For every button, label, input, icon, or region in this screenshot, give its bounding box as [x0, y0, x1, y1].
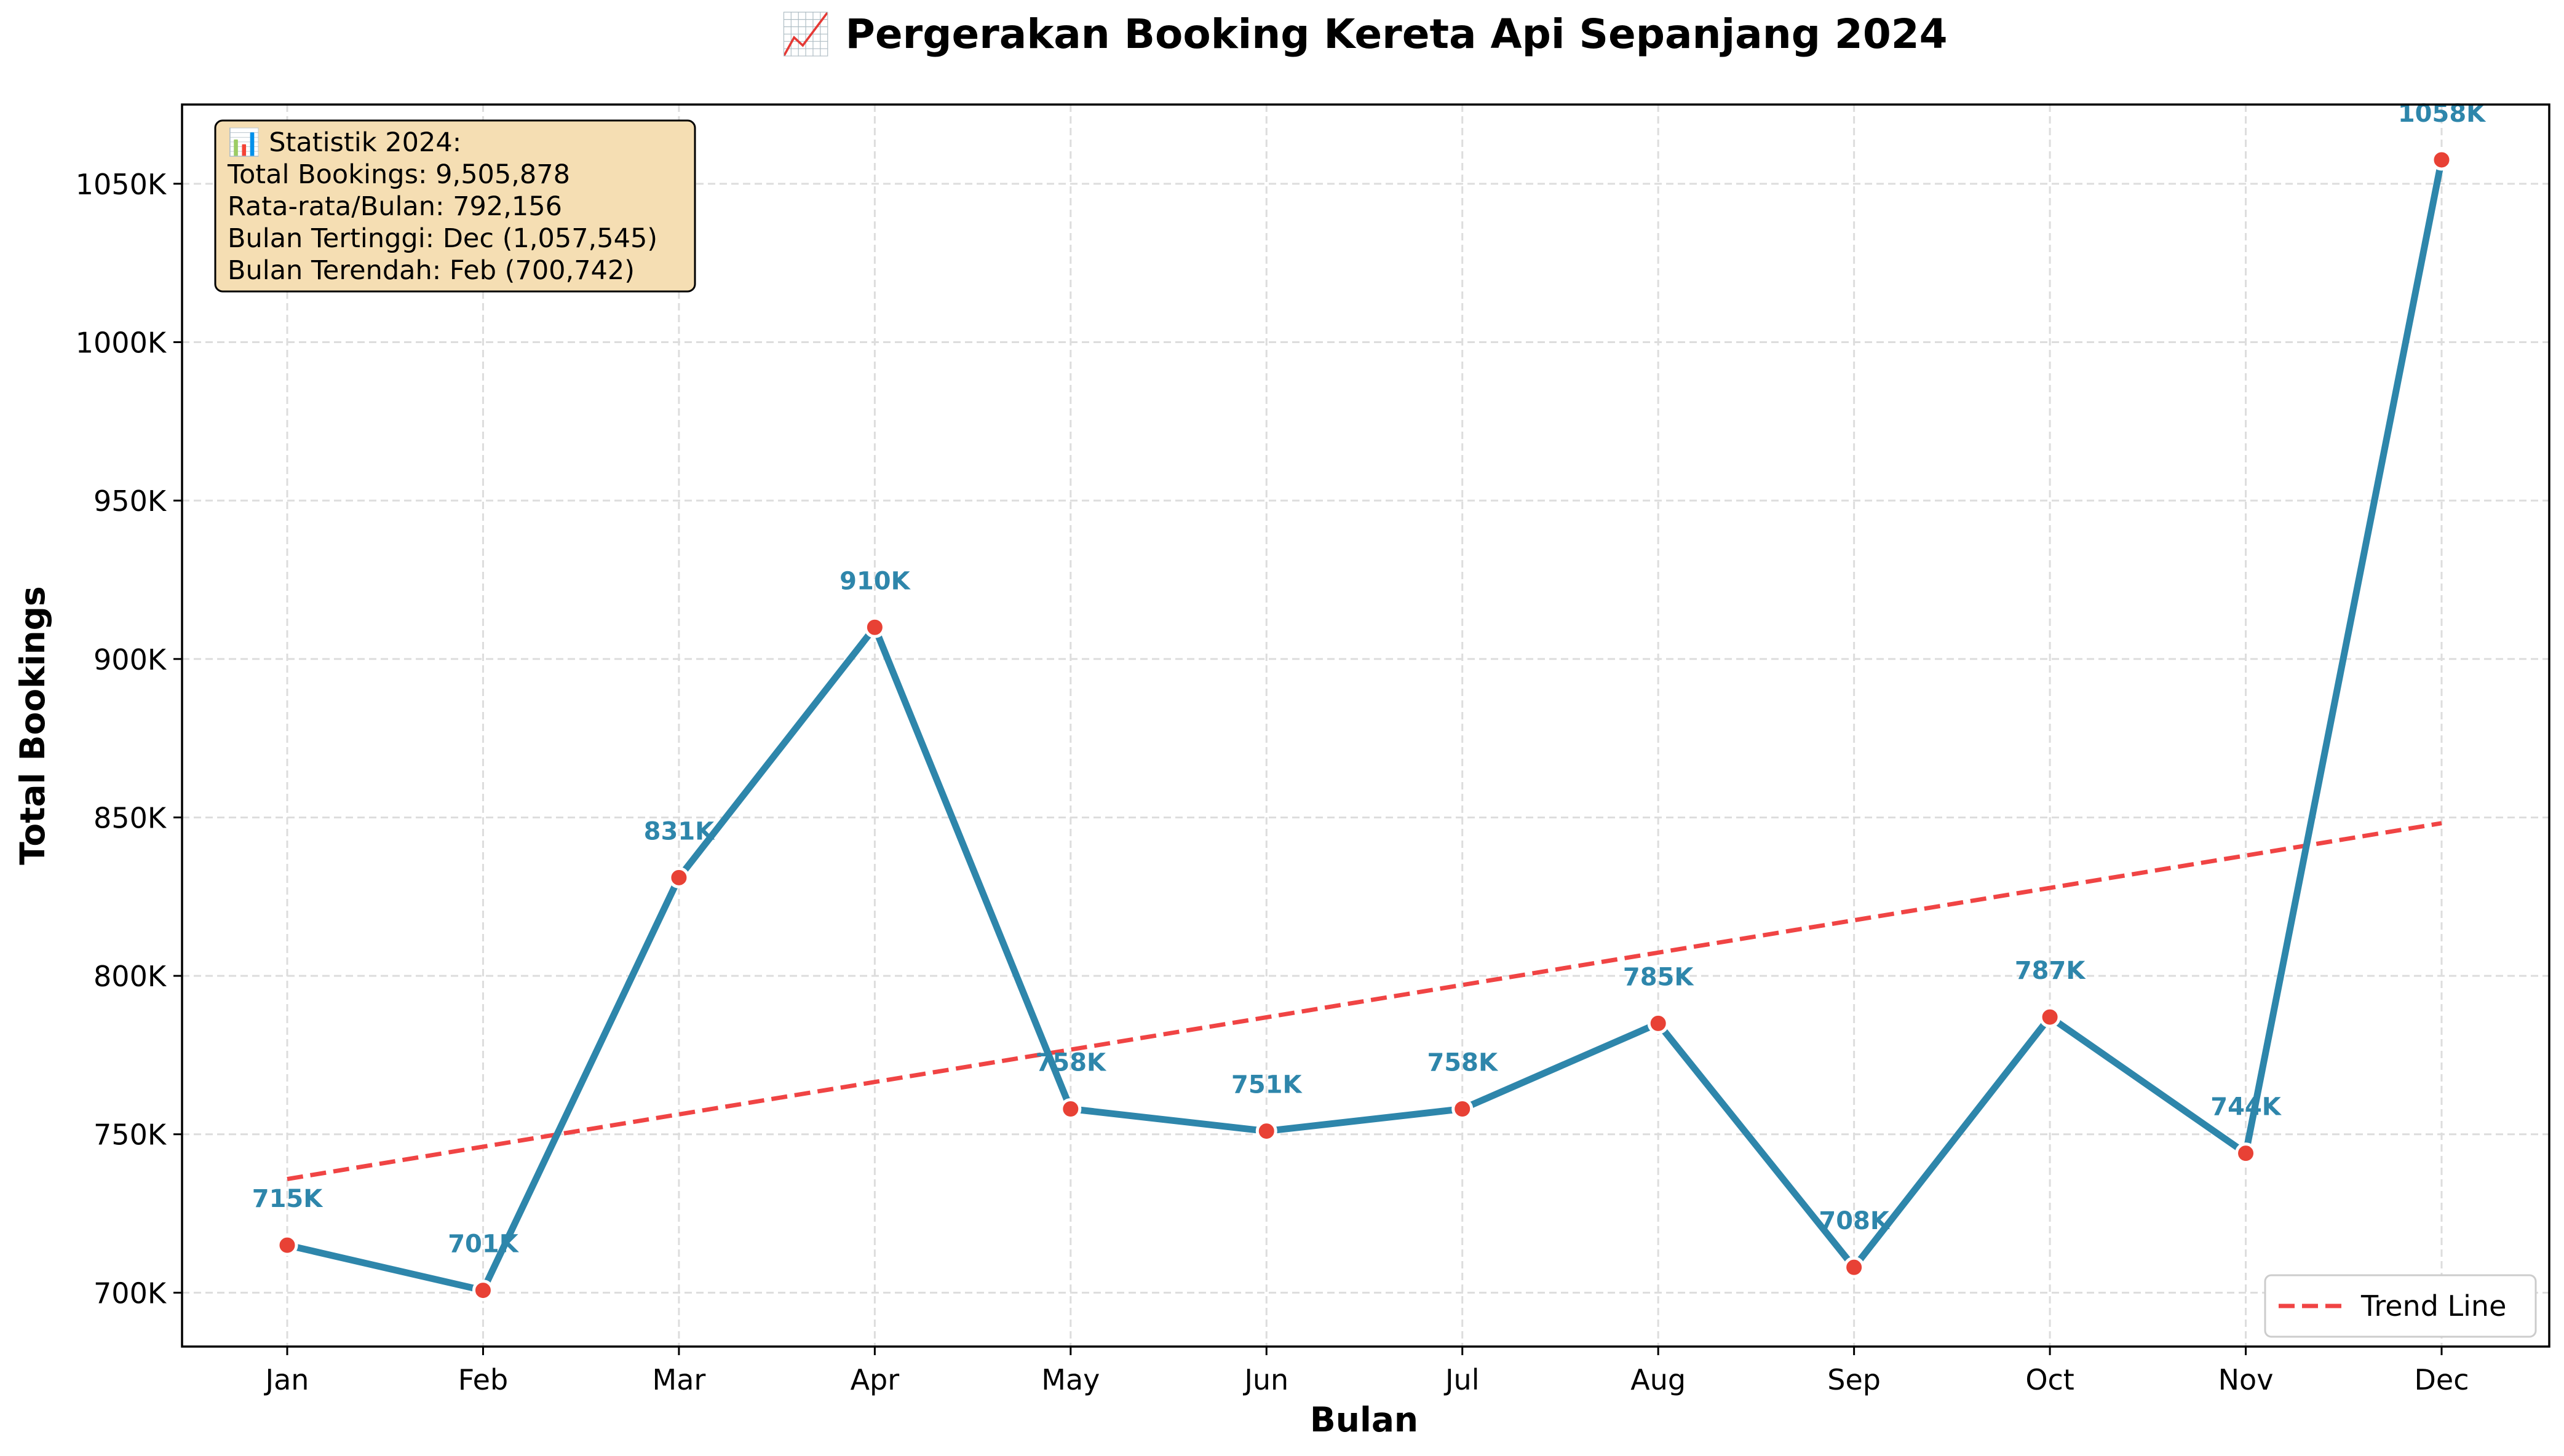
data-point [276, 1234, 298, 1256]
data-point [1255, 1120, 1277, 1142]
data-point [2431, 149, 2453, 171]
legend: Trend Line [2264, 1274, 2537, 1338]
y-tick-label: 850K [93, 801, 167, 834]
x-tick-label: Feb [458, 1363, 508, 1396]
stats-box: 📊 Statistik 2024:Total Bookings: 9,505,8… [214, 119, 696, 293]
y-tick-label: 900K [93, 643, 167, 676]
stats-line: Bulan Tertinggi: Dec (1,057,545) [228, 223, 657, 254]
series-line-bookings [284, 156, 2445, 1294]
stats-line: 📊 Statistik 2024: [228, 127, 461, 158]
data-label: 785K [1623, 963, 1694, 991]
data-label: 715K [252, 1185, 323, 1213]
axes: 700K 750K 800K 850K 900K 950K 1000K 1050K Jan Feb… [76, 103, 2550, 1396]
data-point [1843, 1256, 1865, 1278]
x-tick-label: Dec [2414, 1363, 2469, 1396]
y-tick-label: 1050K [76, 168, 167, 201]
x-tick-label: Jun [1242, 1363, 1288, 1396]
x-tick-label: Jan [264, 1363, 309, 1396]
data-point [668, 866, 690, 888]
y-tick-label: 750K [93, 1118, 167, 1152]
data-point [1451, 1098, 1474, 1120]
x-tick-label: Sep [1827, 1363, 1881, 1396]
x-tick-label: Nov [2218, 1363, 2274, 1396]
x-tick-label: Apr [851, 1363, 900, 1396]
data-label: 708K [1819, 1207, 1890, 1235]
y-tick-label: 700K [93, 1276, 167, 1310]
x-tick-label: Oct [2025, 1363, 2074, 1396]
data-label: 831K [644, 817, 715, 845]
data-label: 910K [839, 567, 911, 595]
data-label: 744K [2210, 1093, 2282, 1122]
x-tick-label: Mar [653, 1363, 706, 1396]
data-point [863, 616, 886, 638]
data-point [472, 1280, 494, 1302]
plot-frame [181, 103, 2550, 1348]
stats-line: Bulan Terendah: Feb (700,742) [228, 255, 635, 286]
data-label: 701K [448, 1230, 519, 1259]
data-point [2039, 1006, 2061, 1028]
legend-label-trend: Trend Line [2360, 1289, 2506, 1323]
y-tick-label: 950K [93, 485, 167, 518]
stats-line: Rata-rata/Bulan: 792,156 [228, 191, 562, 222]
stats-box-background [214, 119, 696, 293]
data-point [1060, 1098, 1082, 1120]
data-label: 758K [1427, 1049, 1498, 1077]
y-tick-label: 1000K [76, 326, 167, 359]
data-label: 787K [2015, 957, 2086, 985]
data-label: 758K [1036, 1049, 1107, 1077]
y-axis-label: Total Bookings [13, 586, 52, 865]
y-tick-label: 800K [93, 960, 167, 993]
stats-line: Total Bookings: 9,505,878 [227, 159, 570, 190]
legend-frame [2264, 1274, 2537, 1338]
data-point [2235, 1142, 2257, 1165]
x-tick-label: Aug [1630, 1363, 1686, 1396]
x-tick-label: Jul [1443, 1363, 1480, 1396]
x-tick-label: May [1041, 1363, 1100, 1396]
x-axis-label: Bulan [1310, 1400, 1418, 1439]
trend-line [287, 821, 2442, 1182]
chart-title: 📈 Pergerakan Booking Kereta Api Sepanjan… [780, 10, 1947, 58]
data-point [1647, 1012, 1669, 1034]
data-label: 751K [1231, 1071, 1303, 1099]
